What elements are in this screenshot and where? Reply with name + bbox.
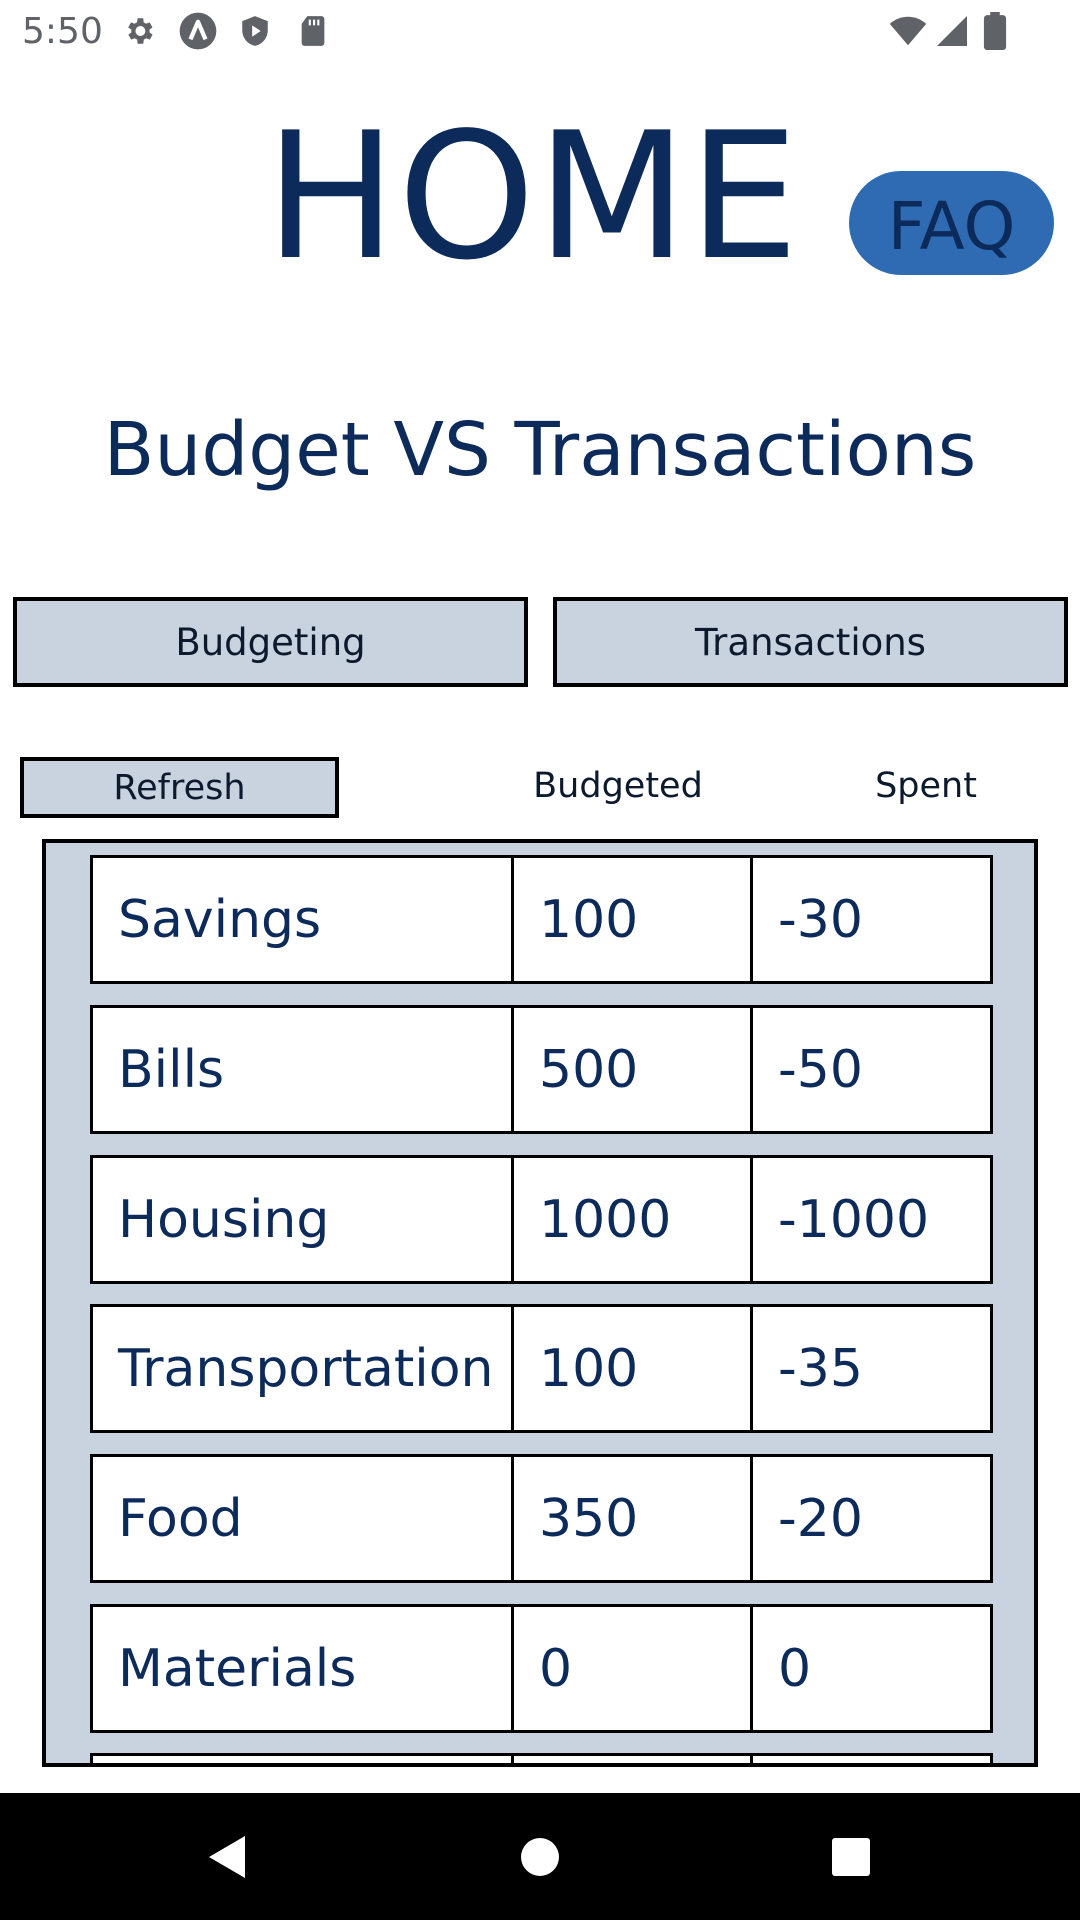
budgeted-cell: 0	[511, 1604, 753, 1733]
budgeting-button[interactable]: Budgeting	[13, 597, 528, 687]
spent-cell: -35	[750, 1304, 993, 1433]
table-row-partial	[90, 1753, 993, 1763]
category-cell	[90, 1753, 514, 1763]
home-icon	[521, 1837, 559, 1876]
spent-cell: -30	[750, 855, 993, 984]
budgeted-cell: 100	[511, 1304, 753, 1433]
table-row: Bills 500 -50	[90, 1005, 993, 1134]
spent-column-header: Spent	[875, 766, 977, 806]
table-row: Food 350 -20	[90, 1454, 993, 1583]
spent-cell: 0	[750, 1604, 993, 1733]
budgeted-cell: 100	[511, 855, 753, 984]
budgeted-cell	[511, 1753, 753, 1763]
faq-button[interactable]: FAQ	[849, 171, 1054, 275]
table-row: Materials 0 0	[90, 1604, 993, 1733]
budgeted-cell: 500	[511, 1005, 753, 1134]
sd-card-icon	[301, 16, 325, 46]
category-cell: Savings	[90, 855, 514, 984]
status-bar: 5:50	[0, 0, 1080, 63]
table-row: Savings 100 -30	[90, 855, 993, 984]
wifi-icon	[889, 16, 927, 46]
budgeted-cell: 350	[511, 1454, 753, 1583]
category-cell: Materials	[90, 1604, 514, 1733]
category-cell: Bills	[90, 1005, 514, 1134]
spent-cell: -20	[750, 1454, 993, 1583]
battery-icon	[983, 12, 1007, 50]
shield-play-icon	[242, 16, 268, 46]
a-badge-icon	[179, 12, 217, 50]
recents-icon	[832, 1837, 870, 1876]
page-title: Budget VS Transactions	[103, 407, 977, 493]
spent-cell	[750, 1753, 993, 1763]
back-button[interactable]	[166, 1793, 286, 1920]
budgeted-column-header: Budgeted	[533, 766, 703, 806]
spent-cell: -1000	[750, 1155, 993, 1284]
category-cell: Housing	[90, 1155, 514, 1284]
budget-table[interactable]: Savings 100 -30 Bills 500 -50 Housing 10…	[42, 839, 1038, 1767]
recents-button[interactable]	[791, 1793, 911, 1920]
table-row: Housing 1000 -1000	[90, 1155, 993, 1284]
signal-icon	[937, 16, 967, 46]
home-title: HOME	[265, 96, 800, 299]
status-time: 5:50	[22, 11, 103, 52]
back-icon	[209, 1835, 245, 1878]
spent-cell: -50	[750, 1005, 993, 1134]
table-row: Transportation 100 -35	[90, 1304, 993, 1433]
refresh-button[interactable]: Refresh	[20, 757, 339, 818]
budgeted-cell: 1000	[511, 1155, 753, 1284]
home-button[interactable]	[480, 1793, 600, 1920]
category-cell: Food	[90, 1454, 514, 1583]
category-cell: Transportation	[90, 1304, 514, 1433]
transactions-button[interactable]: Transactions	[553, 597, 1068, 687]
navigation-bar	[0, 1793, 1080, 1920]
gear-icon	[128, 18, 153, 44]
